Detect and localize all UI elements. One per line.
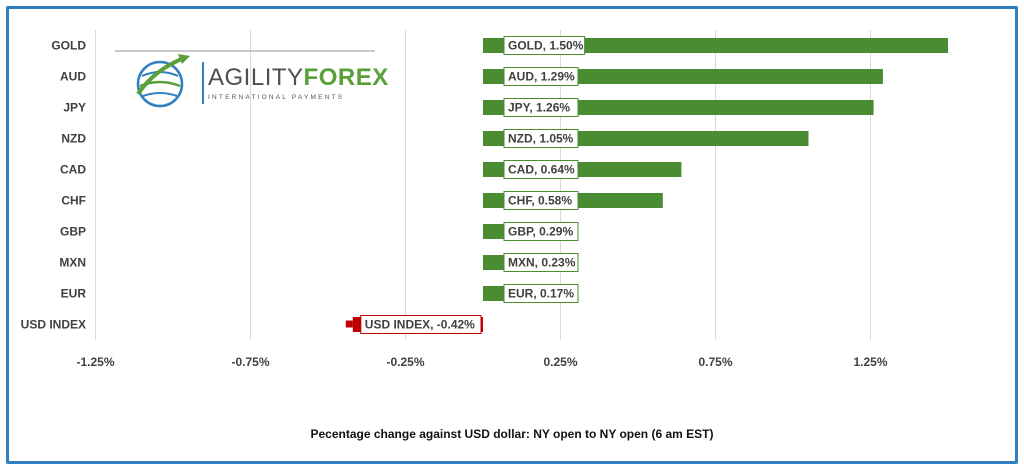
logo-tagline: INTERNATIONAL PAYMENTS <box>208 94 345 101</box>
data-label: CHF, 0.58% <box>508 194 572 208</box>
agility-forex-logo: AGILITYFOREX INTERNATIONAL PAYMENTS <box>112 48 388 112</box>
category-label: JPY <box>63 101 86 115</box>
data-label-box <box>360 315 482 334</box>
data-label: GOLD, 1.50% <box>508 39 584 53</box>
x-tick-label: 0.25% <box>543 355 577 369</box>
data-label-box <box>503 98 579 117</box>
data-label-box <box>503 36 586 55</box>
x-tick-label: -0.25% <box>386 355 424 369</box>
bars <box>352 38 948 332</box>
category-label: MXN <box>59 256 86 270</box>
logo-separator <box>202 62 204 104</box>
data-labels: GOLD, 1.50% AUD, 1.29% JPY, 1.26% NZD, 1.05… <box>345 36 586 334</box>
negative-marker <box>345 320 353 328</box>
bar <box>483 69 883 84</box>
data-label-box <box>503 129 579 148</box>
category-labels: GOLD AUD JPY NZD CAD CHF GBP MXN EUR USD INDEX <box>21 39 87 332</box>
x-tick-label: 0.75% <box>698 355 732 369</box>
x-tick-label: -1.25% <box>76 355 114 369</box>
data-label-box <box>503 222 579 241</box>
x-tick-labels: -1.25% -0.75% -0.25% 0.25% 0.75% 1.25% <box>76 355 887 369</box>
bar <box>483 38 948 53</box>
data-label-box <box>503 160 579 179</box>
data-label: EUR, 0.17% <box>508 287 574 301</box>
category-label: NZD <box>61 132 86 146</box>
globe-swoosh-icon <box>136 54 190 108</box>
data-label: USD INDEX, -0.42% <box>365 318 475 332</box>
logo-wordmark: AGILITYFOREX <box>208 64 389 92</box>
logo-word-forex: FOREX <box>303 64 389 91</box>
data-label: MXN, 0.23% <box>508 256 576 270</box>
category-label: USD INDEX <box>21 318 86 332</box>
category-label: AUD <box>60 70 86 84</box>
bar <box>483 100 874 115</box>
data-label-box <box>503 253 579 272</box>
category-label: GOLD <box>51 39 86 53</box>
data-label-box <box>503 284 579 303</box>
data-label: GBP, 0.29% <box>508 225 573 239</box>
data-label: CAD, 0.64% <box>508 163 575 177</box>
data-label: JPY, 1.26% <box>508 101 570 115</box>
data-label-box <box>503 191 579 210</box>
data-label-box <box>503 67 579 86</box>
category-label: EUR <box>61 287 87 301</box>
data-label: NZD, 1.05% <box>508 132 574 146</box>
logo-word-agility: AGILITY <box>208 64 304 91</box>
category-label: CAD <box>60 163 86 177</box>
category-label: GBP <box>60 225 86 239</box>
x-axis-title: Pecentage change against USD dollar: NY … <box>310 427 714 441</box>
x-tick-label: -0.75% <box>231 355 269 369</box>
x-tick-label: 1.25% <box>853 355 887 369</box>
category-label: CHF <box>61 194 86 208</box>
data-label: AUD, 1.29% <box>508 70 575 84</box>
